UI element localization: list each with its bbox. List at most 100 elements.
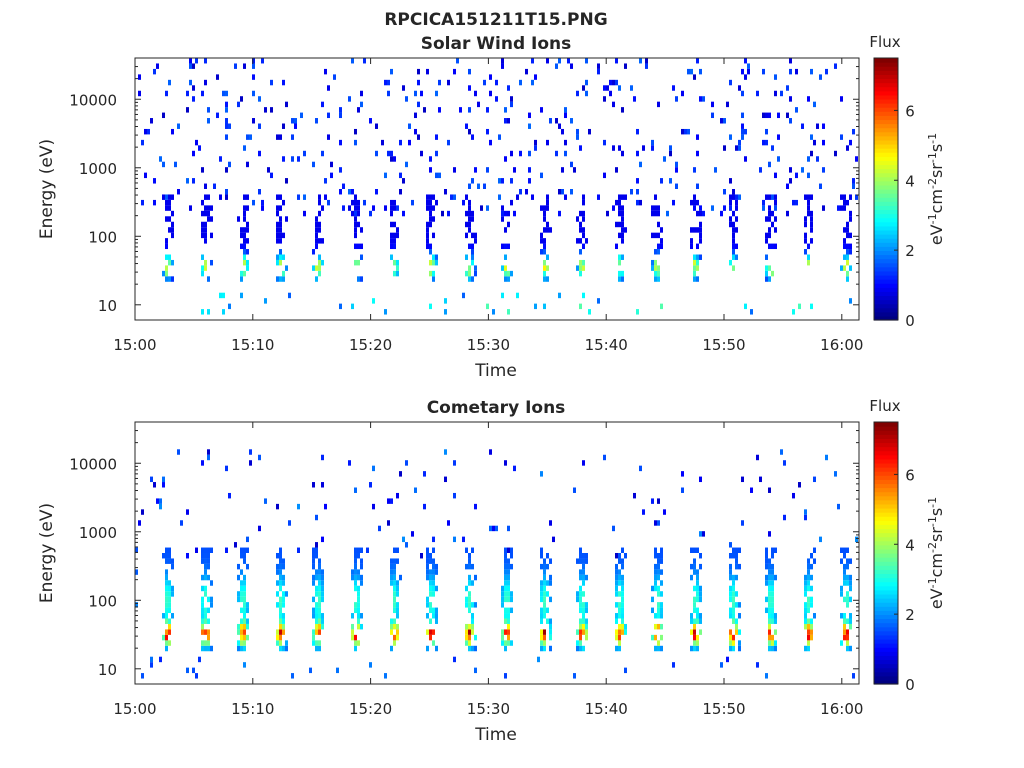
spectrogram-cell	[846, 221, 849, 228]
colorbar-swatch	[874, 589, 898, 595]
spectrogram-cell	[849, 216, 852, 222]
spectrogram-cell	[243, 205, 246, 211]
spectrogram-cell	[810, 629, 813, 635]
spectrogram-cell	[225, 123, 228, 129]
spectrogram-cell	[357, 623, 360, 630]
spectrogram-cell	[555, 63, 558, 69]
spectrogram-cell	[759, 476, 762, 483]
spectrogram-cell	[765, 580, 768, 586]
spectrogram-cell	[396, 492, 399, 499]
spectrogram-cell	[201, 265, 204, 271]
spectrogram-cell	[168, 276, 171, 282]
spectrogram-cell	[240, 623, 243, 630]
spectrogram-cell	[210, 645, 213, 652]
spectrogram-cell	[225, 118, 228, 124]
spectrogram-cell	[426, 205, 429, 211]
spectrogram-cell	[159, 656, 162, 663]
spectrogram-cell	[657, 276, 660, 282]
spectrogram-cell	[228, 492, 231, 499]
spectrogram-cell	[699, 629, 702, 635]
spectrogram-cell	[735, 547, 738, 553]
spectrogram-cell	[510, 596, 513, 603]
spectrogram-cell	[765, 139, 768, 146]
colorbar-swatch	[874, 573, 898, 579]
spectrogram-cell	[621, 585, 624, 592]
spectrogram-cell	[252, 199, 255, 206]
spectrogram-cell	[579, 607, 582, 614]
spectrogram-cell	[735, 145, 738, 151]
spectrogram-cell	[606, 210, 609, 217]
spectrogram-cell	[507, 547, 510, 553]
spectrogram-cell	[579, 558, 582, 564]
spectrogram-cell	[546, 580, 549, 586]
spectrogram-cell	[243, 243, 246, 250]
y-tick-label: 10000	[69, 91, 117, 109]
spectrogram-cell	[327, 134, 330, 140]
spectrogram-cell	[585, 634, 588, 641]
spectrogram-cell	[570, 161, 573, 168]
spectrogram-cell	[507, 629, 510, 635]
spectrogram-cell	[501, 596, 504, 603]
colorbar-swatch	[874, 516, 898, 521]
spectrogram-cell	[258, 150, 261, 157]
spectrogram-cell	[318, 254, 321, 260]
spectrogram-cell	[846, 645, 849, 652]
spectrogram-cell	[804, 645, 807, 652]
spectrogram-cell	[393, 547, 396, 553]
spectrogram-cell	[393, 585, 396, 592]
spectrogram-cell	[294, 118, 297, 124]
spectrogram-cell	[582, 580, 585, 586]
spectrogram-cell	[423, 107, 426, 113]
spectrogram-cell	[699, 96, 702, 102]
spectrogram-cell	[807, 199, 810, 206]
spectrogram-cell	[468, 205, 471, 211]
spectrogram-cell	[840, 547, 843, 553]
spectrogram-cell	[354, 580, 357, 586]
spectrogram-cell	[768, 531, 771, 537]
spectrogram-cell	[258, 454, 261, 461]
spectrogram-cell	[201, 309, 204, 315]
spectrogram-cell	[621, 623, 624, 630]
spectrogram-cell	[189, 58, 192, 64]
spectrogram-cell	[357, 547, 360, 553]
spectrogram-cell	[621, 618, 624, 624]
spectrogram-cell	[465, 629, 468, 635]
colorbar-swatch	[874, 225, 898, 231]
spectrogram-cell	[564, 139, 567, 146]
spectrogram-cell	[222, 292, 225, 299]
spectrogram-cell	[768, 276, 771, 282]
colorbar-swatch	[874, 197, 898, 202]
spectrogram-cell	[690, 238, 693, 244]
spectrogram-cell	[429, 199, 432, 206]
spectrogram-cell	[579, 623, 582, 630]
cometary-x-axis: 15:00 15:10 15:20 15:30 15:40 15:50 16:00	[113, 422, 863, 718]
spectrogram-cell	[507, 569, 510, 575]
spectrogram-cell	[585, 58, 588, 64]
spectrogram-cell	[516, 194, 519, 200]
spectrogram-cell	[312, 249, 315, 255]
spectrogram-cell	[243, 553, 246, 559]
spectrogram-cell	[804, 623, 807, 630]
spectrogram-cell	[615, 634, 618, 641]
spectrogram-cell	[852, 673, 855, 679]
spectrogram-cell	[579, 585, 582, 592]
spectrogram-cell	[285, 640, 288, 646]
spectrogram-cell	[786, 210, 789, 217]
spectrogram-cell	[165, 90, 168, 97]
spectrogram-cell	[765, 194, 768, 200]
spectrogram-cell	[243, 210, 246, 217]
spectrogram-cell	[501, 178, 504, 184]
spectrogram-cell	[390, 254, 393, 260]
spectrogram-cell	[252, 90, 255, 97]
spectrogram-cell	[240, 227, 243, 233]
spectrogram-cell	[843, 623, 846, 630]
spectrogram-cell	[318, 563, 321, 570]
spectrogram-cell	[732, 189, 735, 195]
spectrogram-cell	[576, 596, 579, 603]
spectrogram-cell	[480, 205, 483, 211]
spectrogram-cell	[354, 553, 357, 559]
spectrogram-cell	[657, 574, 660, 581]
spectrogram-cell	[438, 172, 441, 179]
spectrogram-cell	[435, 563, 438, 570]
spectrogram-cell	[357, 107, 360, 113]
